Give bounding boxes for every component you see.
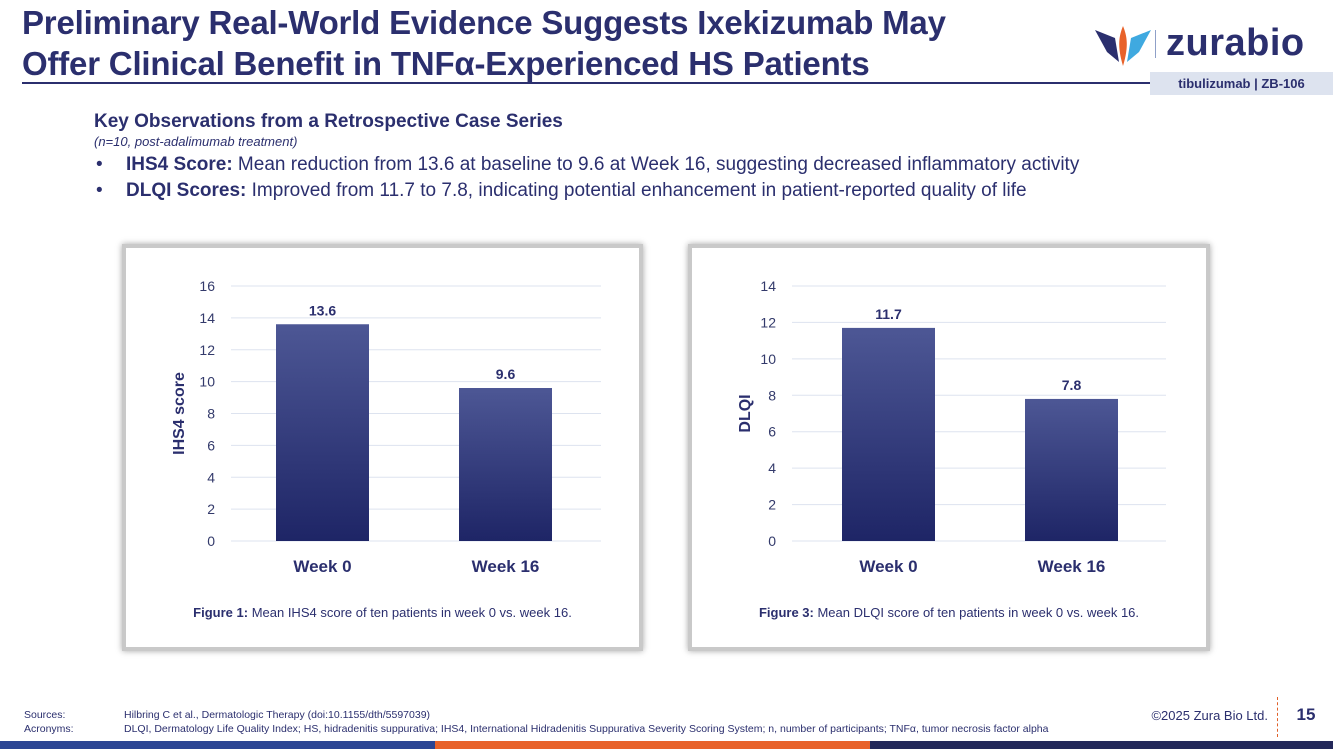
- zurabio-logo-mark-icon: [1095, 26, 1151, 66]
- figure-caption-dlqi: Figure 3: Mean DLQI score of ten patient…: [692, 605, 1206, 620]
- y-tick-label: 14: [199, 310, 215, 326]
- y-tick-label: 2: [768, 497, 776, 513]
- slide-title-line-2: Offer Clinical Benefit in TNFα-Experienc…: [22, 45, 870, 82]
- bullet-dlqi: • DLQI Scores: Improved from 11.7 to 7.8…: [94, 178, 1244, 204]
- footer-sources: Sources: Hilbring C et al., Dermatologic…: [24, 708, 1124, 722]
- figure-panel-dlqi: 0 2 4 6 8 10 12 14 DLQI 11.7 Week 0 7.8 Week 16 Figu…: [688, 244, 1210, 651]
- y-tick-label: 12: [760, 314, 776, 330]
- y-tick-label: 10: [199, 374, 215, 390]
- y-tick-label: 4: [207, 469, 215, 485]
- data-label: 13.6: [309, 302, 336, 318]
- key-observations: Key Observations from a Retrospective Ca…: [94, 110, 1244, 204]
- bottom-accent-bar: [0, 741, 1333, 749]
- slide-title-line-1: Preliminary Real-World Evidence Suggests…: [22, 4, 946, 41]
- title-divider: [22, 82, 1150, 84]
- figure-caption-ihs4: Figure 1: Mean IHS4 score of ten patient…: [126, 605, 639, 620]
- dlqi-bar-chart: 0 2 4 6 8 10 12 14 DLQI 11.7 Week 0 7.8 Week 16: [737, 278, 1166, 576]
- bullet-text: Mean reduction from 13.6 at baseline to …: [232, 154, 1080, 175]
- sources-label: Sources:: [24, 709, 66, 721]
- footer-acronyms: Acronyms: DLQI, Dermatology Life Quality…: [24, 722, 1124, 736]
- data-label: 7.8: [1062, 377, 1082, 393]
- figure-caption-text: Mean IHS4 score of ten patients in week …: [248, 605, 572, 620]
- x-tick-label: Week 0: [859, 557, 917, 576]
- figure-label: Figure 3:: [758, 605, 814, 620]
- bullet-label: DLQI Scores:: [126, 180, 247, 201]
- copyright: ©2025 Zura Bio Ltd.: [1151, 708, 1268, 723]
- program-tag: tibulizumab | ZB-106: [1150, 72, 1333, 95]
- logo-wordmark: zurabio: [1166, 22, 1305, 64]
- y-tick-label: 0: [768, 533, 776, 549]
- key-observations-subheading: (n=10, post-adalimumab treatment): [94, 134, 298, 149]
- y-axis-label: IHS4 score: [171, 372, 188, 455]
- acronyms-label: Acronyms:: [24, 723, 74, 735]
- x-tick-label: Week 16: [1038, 557, 1106, 576]
- y-tick-label: 6: [207, 437, 215, 453]
- bar-week-16: [1025, 398, 1118, 541]
- y-tick-label: 6: [768, 424, 776, 440]
- y-axis-label: DLQI: [737, 394, 754, 432]
- bullet-icon: •: [96, 154, 103, 175]
- page-number: 15: [1296, 705, 1316, 724]
- y-tick-label: 10: [760, 351, 776, 367]
- data-label: 11.7: [875, 306, 902, 322]
- sources-text: Hilbring C et al., Dermatologic Therapy …: [124, 709, 431, 721]
- bullet-ihs4: • IHS4 Score: Mean reduction from 13.6 a…: [94, 152, 1244, 178]
- y-tick-label: 4: [768, 460, 776, 476]
- zurabio-logo: zurabio: [1093, 22, 1323, 70]
- data-label: 9.6: [496, 366, 516, 382]
- bar-week-16: [459, 388, 552, 541]
- footer-notes: Sources: Hilbring C et al., Dermatologic…: [24, 708, 1124, 736]
- key-observations-heading: Key Observations from a Retrospective Ca…: [94, 111, 563, 132]
- accent-bar-orange: [435, 741, 870, 749]
- y-tick-label: 0: [207, 533, 215, 549]
- y-tick-label: 8: [768, 387, 776, 403]
- figure-panel-ihs4: 0 2 4 6 8 10 12 14 16 IHS4 score 13.6 Week 0 9.6 Week…: [122, 244, 643, 651]
- acronyms-text: DLQI, Dermatology Life Quality Index; HS…: [124, 723, 1049, 735]
- bar-week-0: [842, 327, 935, 541]
- slide-title: Preliminary Real-World Evidence Suggests…: [22, 2, 1072, 84]
- figure-caption-text: Mean DLQI score of ten patients in week …: [813, 605, 1140, 620]
- y-tick-label: 12: [199, 342, 215, 358]
- y-tick-label: 2: [207, 501, 215, 517]
- accent-bar-navy: [870, 741, 1333, 749]
- ihs4-bar-chart: 0 2 4 6 8 10 12 14 16 IHS4 score 13.6 Week 0 9.6 Week…: [171, 278, 601, 576]
- x-tick-label: Week 0: [293, 557, 351, 576]
- bullet-label: IHS4 Score:: [126, 154, 233, 175]
- page-number-divider: [1277, 697, 1278, 737]
- accent-bar-blue: [0, 741, 435, 749]
- bar-week-0: [276, 324, 369, 541]
- figure-label: Figure 1:: [193, 605, 249, 620]
- y-tick-label: 8: [207, 406, 215, 422]
- y-tick-label: 16: [199, 278, 215, 294]
- bullet-text: Improved from 11.7 to 7.8, indicating po…: [246, 180, 1027, 201]
- y-tick-label: 14: [760, 278, 776, 294]
- bullet-icon: •: [96, 180, 103, 201]
- x-tick-label: Week 16: [472, 557, 540, 576]
- logo-divider: [1155, 30, 1156, 58]
